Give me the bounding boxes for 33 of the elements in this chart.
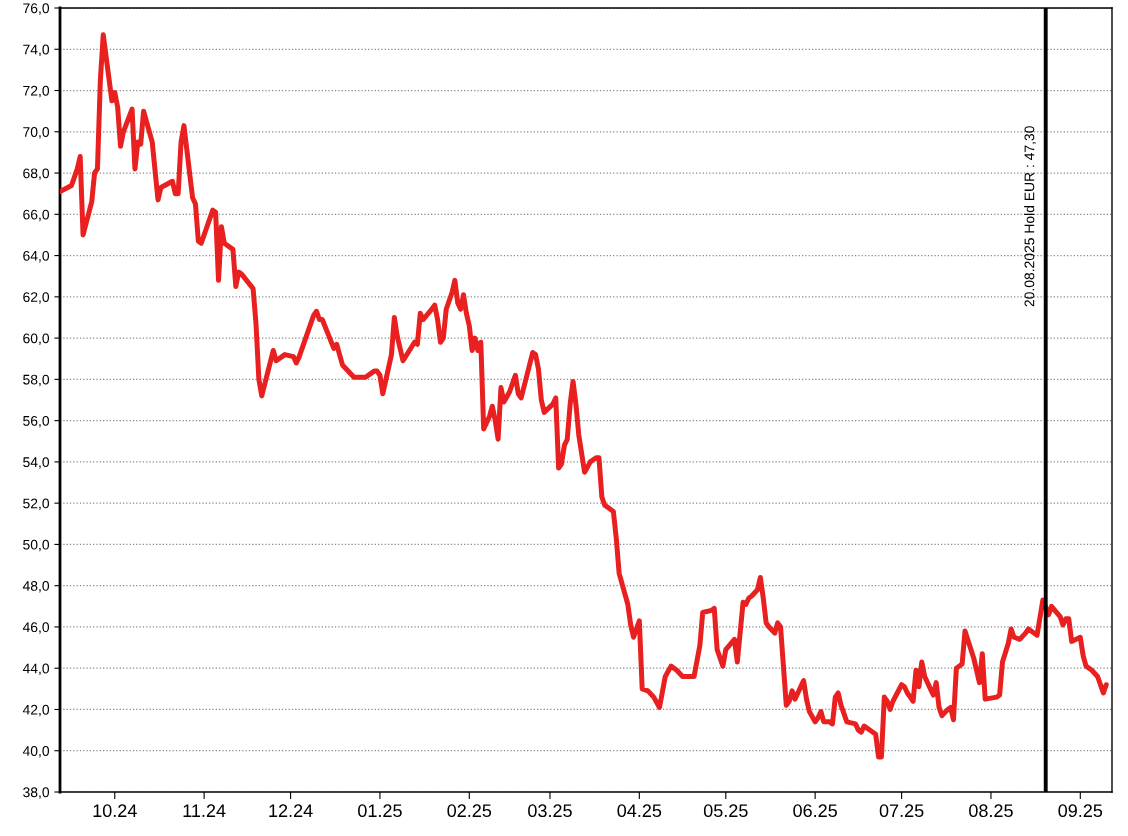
x-tick-label: 09.25 xyxy=(1058,804,1103,818)
x-tick-label: 06.25 xyxy=(793,804,837,818)
x-tick-label: 08.25 xyxy=(969,804,1013,818)
y-tick-label: 66,0 xyxy=(23,209,50,222)
ref-line-label: 20.08.2025 Hold EUR : 47,30 xyxy=(1024,126,1036,307)
x-tick-label: 12.24 xyxy=(269,804,313,817)
x-tick-label: 03.25 xyxy=(528,804,572,818)
y-tick-label: 76,0 xyxy=(23,3,50,15)
y-tick-label: 50,0 xyxy=(23,539,50,552)
y-tick-label: 64,0 xyxy=(23,250,50,263)
y-tick-label: 62,0 xyxy=(23,292,50,304)
y-tick-label: 74,0 xyxy=(23,44,50,57)
x-tick-label: 01.25 xyxy=(358,804,402,818)
y-tick-label: 68,0 xyxy=(23,168,50,180)
y-tick-label: 56,0 xyxy=(23,415,50,428)
y-tick-label: 70,0 xyxy=(23,127,50,139)
y-tick-label: 46,0 xyxy=(22,622,50,634)
x-tick-label: 10.24 xyxy=(93,804,137,818)
x-tick-label: 02.25 xyxy=(447,804,492,818)
y-tick-label: 52,0 xyxy=(23,498,50,510)
y-tick-label: 38,0 xyxy=(23,787,50,799)
y-tick-label: 42,0 xyxy=(22,704,50,717)
x-tick-label: 04.25 xyxy=(617,804,662,818)
y-tick-label: 72,0 xyxy=(23,85,50,98)
x-tick-label: 07.25 xyxy=(879,804,924,818)
y-tick-label: 44,0 xyxy=(22,663,50,676)
y-tick-label: 60,0 xyxy=(23,333,50,345)
y-tick-label: 48,0 xyxy=(22,581,50,593)
x-tick-label: 11.24 xyxy=(183,804,226,817)
x-tick-label: 05.25 xyxy=(703,804,748,818)
y-tick-label: 40,0 xyxy=(22,746,50,758)
y-tick-label: 58,0 xyxy=(23,374,50,387)
y-tick-label: 54,0 xyxy=(23,457,50,469)
